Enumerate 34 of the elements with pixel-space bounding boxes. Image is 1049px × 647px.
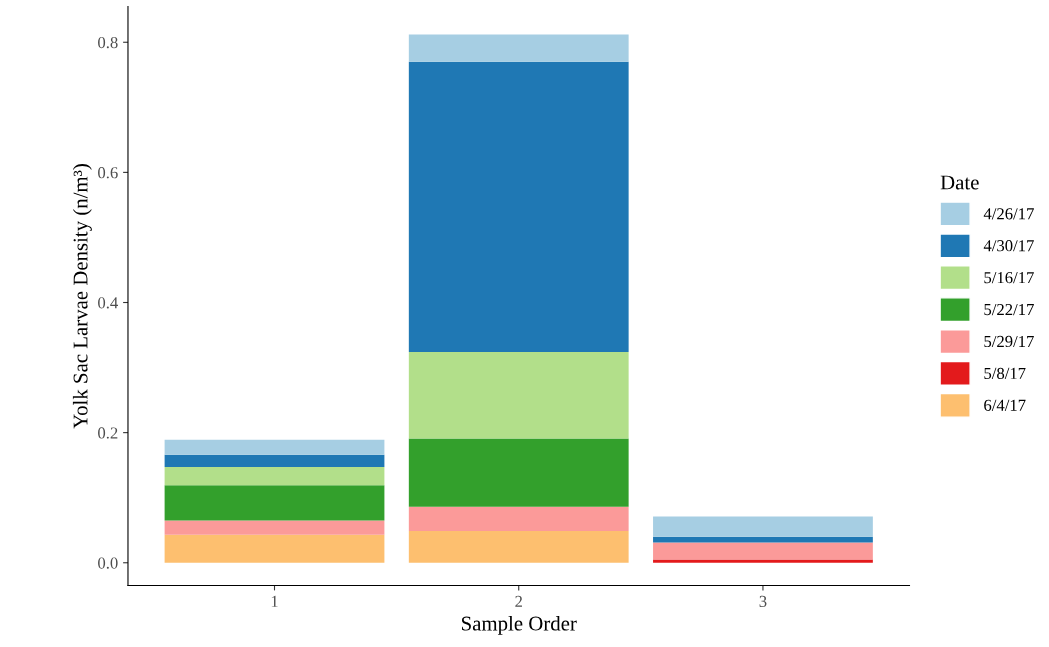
legend-label: 5/16/17 — [984, 272, 1034, 284]
bar — [408, 530, 629, 563]
legend-label: 4/30/17 — [983, 240, 1034, 252]
bar — [653, 516, 873, 537]
y-tick-label: 0.8 — [98, 36, 118, 49]
y-tick-label: 0.6 — [98, 167, 118, 179]
bar — [408, 506, 629, 531]
bar — [164, 467, 385, 486]
bar — [164, 485, 385, 521]
bar — [653, 536, 873, 543]
bar — [164, 439, 385, 455]
x-tick-label: 1 — [271, 595, 278, 607]
bar — [164, 454, 385, 468]
bar — [653, 542, 873, 560]
y-tick-label: 0.0 — [98, 557, 118, 569]
legend-label: 5/22/17 — [984, 303, 1034, 316]
legend-label: 5/29/17 — [984, 335, 1034, 348]
legend-label: 5/8/17 — [984, 367, 1026, 379]
bar — [408, 34, 629, 62]
bar — [164, 520, 385, 535]
y-axis-title: Yolk Sac Larvae Density (n/m³) — [72, 164, 92, 429]
bar — [408, 438, 629, 507]
y-tick-label: 0.2 — [98, 427, 118, 439]
bar — [653, 559, 873, 563]
legend-label: 6/4/17 — [984, 399, 1026, 411]
x-tick-label: 3 — [759, 595, 767, 607]
bar — [408, 351, 629, 439]
x-tick-label: 2 — [515, 595, 522, 607]
y-tick-label: 0.4 — [98, 297, 118, 309]
legend-title: Date — [940, 175, 979, 190]
bar — [164, 534, 385, 563]
x-axis-title: Sample Order — [461, 615, 577, 635]
legend-label: 4/26/17 — [983, 208, 1034, 220]
bar — [408, 61, 629, 352]
